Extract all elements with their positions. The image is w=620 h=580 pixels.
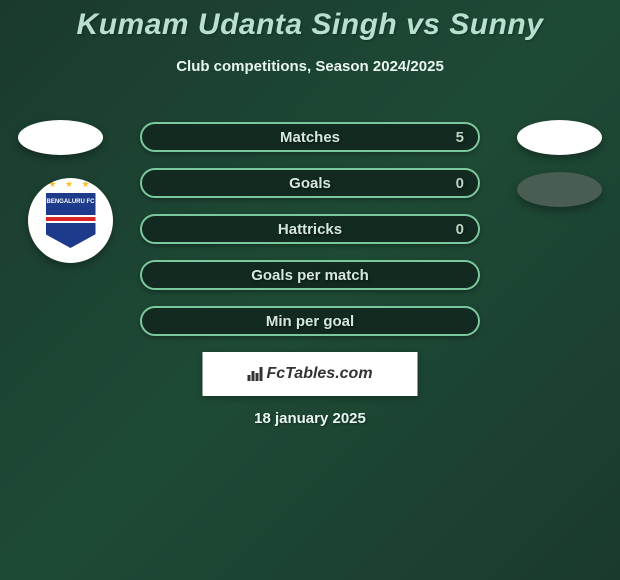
stat-label: Goals <box>289 175 331 192</box>
stat-row-hattricks: Hattricks 0 <box>140 214 480 244</box>
stat-row-goals-per-match: Goals per match <box>140 260 480 290</box>
badge-text: BENGALURU FC <box>47 199 95 206</box>
date-text: 18 january 2025 <box>254 410 366 427</box>
page-title: Kumam Udanta Singh vs Sunny <box>0 0 620 42</box>
stat-row-min-per-goal: Min per goal <box>140 306 480 336</box>
stats-panel: Matches 5 Goals 0 Hattricks 0 Goals per … <box>140 122 480 352</box>
stat-label: Hattricks <box>278 221 342 238</box>
badge-shield-icon: BENGALURU FC <box>46 193 96 248</box>
page-subtitle: Club competitions, Season 2024/2025 <box>0 58 620 75</box>
club-badge-right <box>517 172 602 207</box>
infographic-container: Kumam Udanta Singh vs Sunny Club competi… <box>0 0 620 580</box>
logo-text: FcTables.com <box>247 365 372 383</box>
badge-stars-icon: ★ ★ ★ <box>48 179 92 190</box>
chart-bars-icon <box>247 367 262 381</box>
stat-row-matches: Matches 5 <box>140 122 480 152</box>
player-avatar-left <box>18 120 103 155</box>
player-avatar-right <box>517 120 602 155</box>
club-badge-left: ★ ★ ★ BENGALURU FC <box>28 178 113 263</box>
stat-label: Matches <box>280 129 340 146</box>
stat-row-goals: Goals 0 <box>140 168 480 198</box>
badge-stripe-icon <box>46 215 96 223</box>
stat-label: Min per goal <box>266 313 354 330</box>
logo-box: FcTables.com <box>203 352 418 396</box>
stat-label: Goals per match <box>251 267 369 284</box>
stat-value-right: 0 <box>456 175 464 192</box>
logo-label: FcTables.com <box>266 365 372 383</box>
stat-value-right: 0 <box>456 221 464 238</box>
stat-value-right: 5 <box>456 129 464 146</box>
